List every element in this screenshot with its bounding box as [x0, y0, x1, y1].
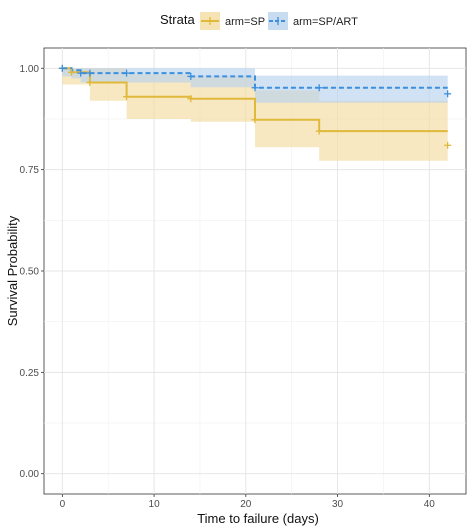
censor-mark	[187, 95, 195, 103]
y-tick-label: 0.25	[20, 368, 40, 379]
censor-mark	[251, 116, 259, 124]
censor-mark	[123, 93, 131, 101]
y-tick-label: 1.00	[20, 64, 40, 75]
legend-item-1: arm=SP	[200, 12, 265, 30]
censor-mark	[86, 69, 94, 77]
legend-title: Strata	[160, 12, 195, 27]
legend: Strata arm=SP arm=SP/ART	[160, 12, 358, 30]
censor-mark	[315, 84, 323, 92]
legend-label-1: arm=SP	[225, 16, 265, 28]
x-tick-label: 40	[424, 499, 436, 510]
censor-mark	[68, 68, 76, 76]
y-tick-label: 0.00	[20, 469, 40, 480]
censor-mark	[58, 64, 66, 72]
legend-label-2: arm=SP/ART	[293, 16, 358, 28]
censor-mark	[123, 69, 131, 77]
x-tick-label: 20	[240, 499, 252, 510]
y-axis-title: Survival Probability	[5, 215, 20, 326]
x-tick-label: 10	[149, 499, 161, 510]
x-axis-title: Time to failure (days)	[197, 511, 319, 526]
censor-mark	[86, 78, 94, 86]
censor-mark	[251, 84, 259, 92]
x-tick-label: 30	[332, 499, 344, 510]
censor-mark	[187, 72, 195, 80]
censor-mark	[444, 141, 452, 149]
y-tick-label: 0.50	[20, 267, 40, 278]
censor-mark	[77, 69, 85, 77]
y-tick-label: 0.75	[20, 165, 40, 176]
legend-item-2: arm=SP/ART	[268, 12, 358, 30]
censor-mark	[315, 127, 323, 135]
censor-mark	[444, 90, 452, 98]
x-tick-label: 0	[60, 499, 66, 510]
